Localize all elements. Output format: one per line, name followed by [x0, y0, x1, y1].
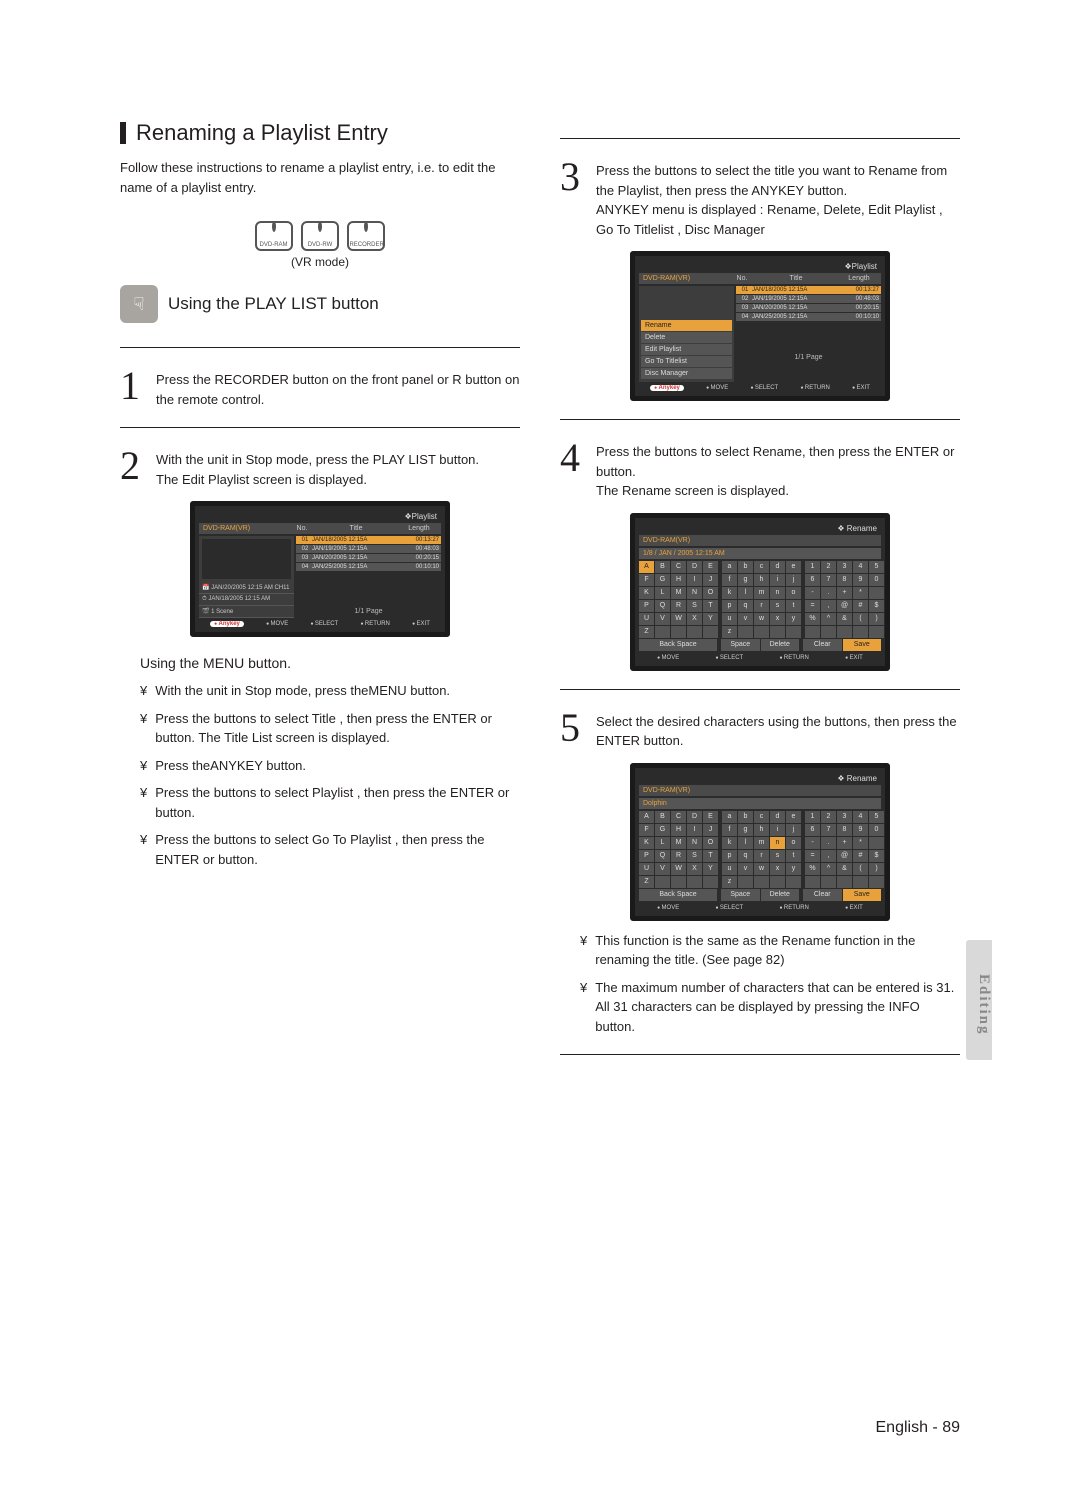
format-badges: DVD-RAM DVD-RW RECORDER — [120, 215, 520, 251]
right-column: 3 Press the buttons to select the title … — [560, 120, 960, 1073]
divider — [560, 419, 960, 420]
menu-bullet: With the unit in Stop mode, press theMEN… — [140, 681, 520, 701]
side-tab-editing: Editing — [966, 940, 992, 1060]
divider — [120, 427, 520, 428]
divider — [560, 1054, 960, 1055]
note-bullet: This function is the same as the Rename … — [580, 931, 960, 970]
step-number: 5 — [560, 708, 586, 751]
menu-bullet: Press the buttons to select Go To Playli… — [140, 830, 520, 869]
divider — [560, 138, 960, 139]
menu-subheading: Using the MENU button. — [140, 655, 520, 671]
menu-bullet: Press the buttons to select Title , then… — [140, 709, 520, 748]
step-number: 3 — [560, 157, 586, 239]
vr-mode-label: (VR mode) — [120, 255, 520, 269]
step-number: 4 — [560, 438, 586, 501]
step-1: 1 Press the RECORDER button on the front… — [120, 366, 520, 409]
note-bullet: The maximum number of characters that ca… — [580, 978, 960, 1037]
left-column: Renaming a Playlist Entry Follow these i… — [120, 120, 520, 1073]
divider — [560, 689, 960, 690]
step-2: 2 With the unit in Stop mode, press the … — [120, 446, 520, 489]
menu-bullet: Press the buttons to select Playlist , t… — [140, 783, 520, 822]
badge-dvd-ram: DVD-RAM — [255, 221, 293, 251]
subheading-playlist: ☟ Using the PLAY LIST button — [120, 285, 520, 323]
step-number: 2 — [120, 446, 146, 489]
step-5: 5 Select the desired characters using th… — [560, 708, 960, 751]
hand-icon: ☟ — [120, 285, 158, 323]
menu-bullet: Press theANYKEY button. — [140, 756, 520, 776]
page-number: English - 89 — [876, 1419, 961, 1437]
screenshot-playlist: ❖ Playlist DVD-RAM(VR) No. Title Length … — [190, 501, 450, 637]
badge-recorder: RECORDER — [347, 221, 385, 251]
step-3: 3 Press the buttons to select the title … — [560, 157, 960, 239]
screenshot-anykey-menu: ❖ Playlist DVD-RAM(VR) No. Title Length … — [630, 251, 890, 401]
playlist-rows: 01JAN/18/2005 12:15A00:13:27 02JAN/19/20… — [296, 536, 441, 618]
step-4: 4 Press the buttons to select Rename, th… — [560, 438, 960, 501]
screenshot-rename-1: ❖ RenameDVD-RAM(VR)1/8 / JAN / 2005 12:1… — [630, 513, 890, 671]
badge-dvd-rw: DVD-RW — [301, 221, 339, 251]
section-title: Renaming a Playlist Entry — [120, 120, 520, 146]
divider — [120, 347, 520, 348]
screenshot-rename-2: ❖ RenameDVD-RAM(VR)DolphinABCDEabcde1234… — [630, 763, 890, 921]
intro-text: Follow these instructions to rename a pl… — [120, 158, 520, 197]
step-number: 1 — [120, 366, 146, 409]
